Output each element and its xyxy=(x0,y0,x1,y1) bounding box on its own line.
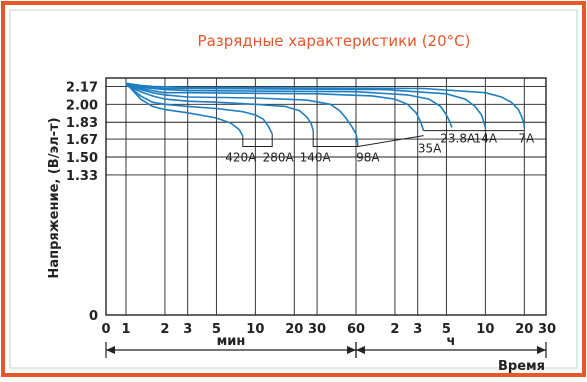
x-tick-labels: 0 1 2 3 5 10 20 30 60 2 3 5 10 20 30 xyxy=(101,322,556,337)
discharge-curve xyxy=(125,83,487,128)
plot-area xyxy=(105,77,547,316)
arrow-left-icon xyxy=(106,346,115,354)
x-axis-segments: мин ч xyxy=(105,334,547,358)
x-tick-label: 10 xyxy=(246,322,264,337)
segment-label: ч xyxy=(447,334,456,349)
y-tick-label: 1.67 xyxy=(66,133,98,148)
x-axis-label: Время xyxy=(498,359,545,374)
discharge-curve xyxy=(125,84,314,131)
current-label: 140A xyxy=(300,150,332,164)
current-label: 98A xyxy=(356,150,380,164)
x-tick-label: 20 xyxy=(515,322,533,337)
x-tick-label: 60 xyxy=(347,322,365,337)
y-axis-label: Напряжение, (В/эл-т) xyxy=(47,117,62,278)
x-tick-label: 1 xyxy=(121,322,130,337)
y-tick-labels: 2.17 2.00 1.83 1.67 1.50 1.33 0 xyxy=(66,80,98,324)
bracket-connector xyxy=(357,135,424,147)
discharge-curve xyxy=(125,83,453,128)
x-tick-label: 5 xyxy=(212,322,221,337)
current-label: 7A xyxy=(518,132,535,146)
discharge-curves xyxy=(125,82,526,144)
discharge-curve xyxy=(125,84,425,131)
x-tick-label: 30 xyxy=(308,322,326,337)
bracket-line xyxy=(312,130,359,147)
x-tick-label: 3 xyxy=(413,322,422,337)
segment-label: мин xyxy=(217,334,246,349)
bracket-line xyxy=(242,133,273,147)
grid xyxy=(105,77,547,316)
y-tick-label: 2.17 xyxy=(66,80,98,95)
x-tick-label: 5 xyxy=(442,322,451,337)
arrow-left-icon xyxy=(356,346,365,354)
current-label: 280A xyxy=(263,150,295,164)
discharge-curve xyxy=(125,83,273,135)
discharge-curve xyxy=(125,82,244,137)
x-tick-label: 2 xyxy=(160,322,169,337)
current-label: 420A xyxy=(225,150,257,164)
x-tick-label: 2 xyxy=(390,322,399,337)
x-tick-label: 30 xyxy=(538,322,556,337)
y-tick-label: 0 xyxy=(89,309,98,324)
x-tick-label: 0 xyxy=(101,322,110,337)
x-tick-label: 20 xyxy=(285,322,303,337)
chart-panel xyxy=(9,9,578,369)
current-label: 23.8A xyxy=(440,132,476,146)
x-tick-label: 10 xyxy=(476,322,494,337)
chart-title: Разрядные характеристики (20°C) xyxy=(198,32,471,50)
current-label: 35A xyxy=(418,142,442,156)
discharge-curve xyxy=(125,84,359,144)
y-tick-label: 2.00 xyxy=(66,98,98,113)
y-tick-label: 1.33 xyxy=(66,169,98,184)
arrow-right-icon xyxy=(537,346,546,354)
discharge-curve xyxy=(125,82,526,128)
x-tick-label: 3 xyxy=(183,322,192,337)
arrow-right-icon xyxy=(347,346,356,354)
current-label: 14A xyxy=(474,132,498,146)
y-tick-label: 1.50 xyxy=(66,151,98,166)
y-tick-label: 1.83 xyxy=(66,116,98,131)
